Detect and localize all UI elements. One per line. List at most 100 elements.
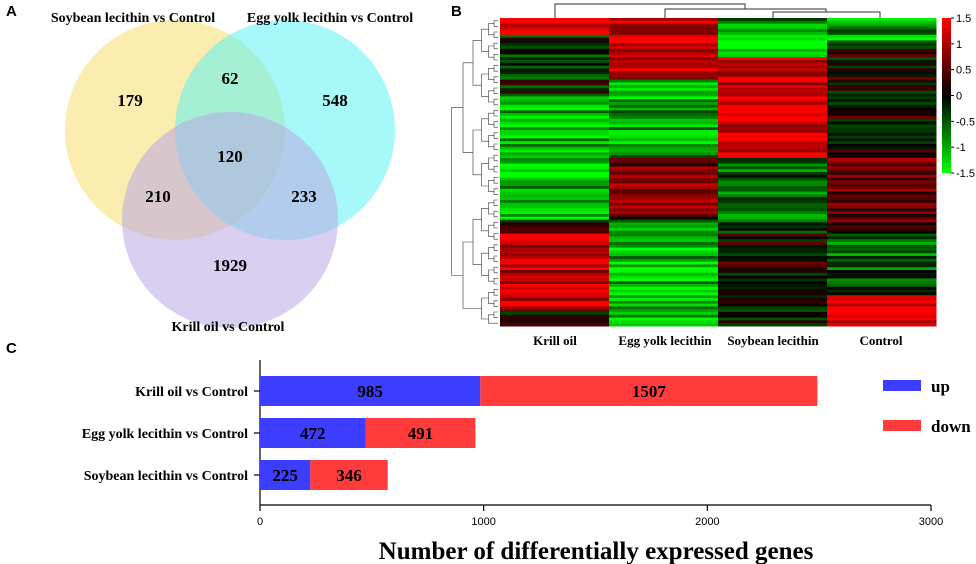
heatmap-cell xyxy=(609,298,719,302)
heatmap-cell xyxy=(718,158,828,162)
heatmap-cell xyxy=(827,202,937,207)
heatmap-cell xyxy=(609,149,719,153)
heatmap: Krill oil Egg yolk lecithin Soybean leci… xyxy=(451,3,975,348)
heatmap-cell xyxy=(500,32,610,36)
heatmap-cell xyxy=(500,20,610,25)
heatmap-cell xyxy=(827,110,937,114)
bar-value-label: 985 xyxy=(357,382,383,401)
heatmap-cell xyxy=(609,242,719,246)
heatmap-cell xyxy=(500,300,610,305)
heatmap-cell xyxy=(827,82,937,86)
heatmap-cell xyxy=(500,51,610,55)
bar-value-label: 472 xyxy=(300,424,326,443)
dendro-row-link xyxy=(472,40,482,86)
heatmap-cell xyxy=(609,174,719,179)
heatmap-cell xyxy=(827,23,937,27)
dendro-row-link xyxy=(493,244,498,251)
heatmap-cell xyxy=(718,320,828,324)
heatmap-cell xyxy=(609,104,719,109)
heatmap-cell xyxy=(500,309,610,313)
heatmap-cell xyxy=(500,200,610,204)
y-category-label: Egg yolk lecithin vs Control xyxy=(82,427,248,442)
heatmap-cell xyxy=(609,306,719,310)
heatmap-cell xyxy=(500,26,610,30)
heatmap-cell xyxy=(827,107,937,111)
heatmap-cell xyxy=(609,200,719,204)
heatmap-cell xyxy=(718,152,828,156)
bar-value-label: 346 xyxy=(336,466,362,485)
heatmap-cell xyxy=(609,314,719,319)
heatmap-cell xyxy=(718,214,828,218)
heatmap-cell xyxy=(609,222,719,226)
heatmap-cell xyxy=(609,219,719,223)
heatmap-cell xyxy=(609,317,719,321)
heatmap-cell xyxy=(500,149,610,153)
heatmap-cell xyxy=(718,278,828,282)
heatmap-cell xyxy=(609,264,719,268)
heatmap-cell xyxy=(718,289,828,293)
venn-count-soy-krill: 210 xyxy=(145,187,171,206)
heatmap-cell xyxy=(500,102,610,106)
heatmap-cell xyxy=(827,76,937,81)
bar-down xyxy=(310,460,388,490)
heatmap-cell xyxy=(609,292,719,296)
heatmap-cell xyxy=(500,121,610,125)
venn-set-label-egg-yolk: Egg yolk lecithin vs Control xyxy=(247,11,413,26)
heatmap-cell xyxy=(827,158,937,162)
heatmap-cell xyxy=(718,191,828,195)
heatmap-cell xyxy=(718,76,828,81)
heatmap-cell xyxy=(718,211,828,215)
heatmap-cell xyxy=(718,200,828,204)
bar-value-label: 1507 xyxy=(632,382,667,401)
heatmap-cell xyxy=(827,65,937,69)
heatmap-cell xyxy=(827,216,937,221)
dendro-row-link xyxy=(488,157,494,170)
heatmap-cell xyxy=(500,127,610,131)
heatmap-cell xyxy=(609,141,719,145)
heatmap-cell xyxy=(827,124,937,128)
heatmap-cell xyxy=(827,214,937,218)
heatmap-cell xyxy=(827,166,937,170)
x-tick-label: 0 xyxy=(257,516,263,528)
heatmap-cell xyxy=(609,180,719,184)
heatmap-cell xyxy=(827,197,937,201)
heatmap-cell xyxy=(500,146,610,151)
heatmap-cell xyxy=(827,146,937,151)
heatmap-cell xyxy=(500,222,610,226)
heatmap-cell xyxy=(827,314,937,319)
heatmap-cell xyxy=(827,116,937,120)
heatmap-cell xyxy=(500,323,610,327)
heatmap-cell xyxy=(609,286,719,291)
heatmap-cell xyxy=(609,37,719,41)
heatmap-cell xyxy=(500,256,610,260)
dendro-row-link xyxy=(493,31,498,38)
heatmap-cell xyxy=(718,166,828,170)
heatmap-cell xyxy=(609,118,719,123)
heatmap-cell xyxy=(500,219,610,223)
heatmap-cell xyxy=(718,309,828,313)
heatmap-cell xyxy=(609,233,719,237)
heatmap-cell xyxy=(500,267,610,271)
heatmap-cell xyxy=(718,258,828,263)
heatmap-cell xyxy=(718,104,828,109)
heatmap-cell xyxy=(827,48,937,53)
dendro-row-link xyxy=(493,54,498,61)
heatmap-cell xyxy=(500,54,610,58)
heatmap-cell xyxy=(718,99,828,103)
heatmap-cell xyxy=(827,20,937,25)
heatmap-cell xyxy=(718,267,828,271)
heatmap-cell xyxy=(500,166,610,170)
heatmap-cell xyxy=(718,225,828,229)
heatmap-cell xyxy=(500,228,610,232)
heatmap-cell xyxy=(609,284,719,288)
heatmap-cell xyxy=(609,158,719,162)
heatmap-cell xyxy=(609,54,719,58)
heatmap-cell xyxy=(500,239,610,243)
heatmap-cell xyxy=(500,138,610,142)
heatmap-cell xyxy=(500,292,610,296)
bar-up xyxy=(260,460,311,490)
heatmap-cell xyxy=(827,275,937,279)
heatmap-cell xyxy=(609,261,719,265)
heatmap-cell xyxy=(827,300,937,305)
